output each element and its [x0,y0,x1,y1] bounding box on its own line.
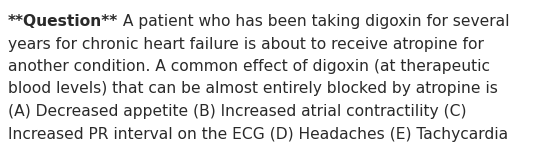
Text: blood levels) that can be almost entirely blocked by atropine is: blood levels) that can be almost entirel… [8,81,498,97]
Text: **Question**: **Question** [8,14,118,29]
Text: Increased PR interval on the ECG (D) Headaches (E) Tachycardia: Increased PR interval on the ECG (D) Hea… [8,126,508,141]
Text: (A) Decreased appetite (B) Increased atrial contractility (C): (A) Decreased appetite (B) Increased atr… [8,104,466,119]
Text: A patient who has been taking digoxin for several: A patient who has been taking digoxin fo… [118,14,510,29]
Text: years for chronic heart failure is about to receive atropine for: years for chronic heart failure is about… [8,37,484,51]
Text: another condition. A common effect of digoxin (at therapeutic: another condition. A common effect of di… [8,59,490,74]
